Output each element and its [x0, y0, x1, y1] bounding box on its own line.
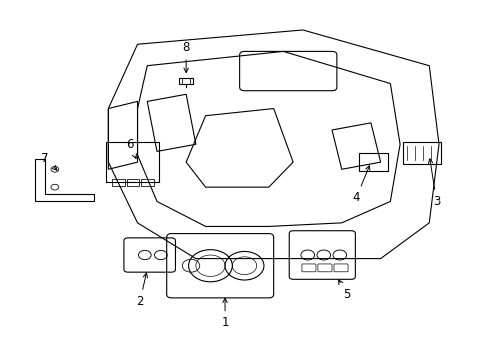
Text: 6: 6	[126, 138, 136, 158]
Text: 8: 8	[182, 41, 189, 72]
Text: 3: 3	[427, 159, 439, 208]
Text: 4: 4	[352, 166, 369, 204]
Text: 1: 1	[221, 298, 228, 329]
Text: 2: 2	[136, 273, 147, 308]
Text: 7: 7	[41, 152, 57, 170]
Text: 5: 5	[338, 280, 349, 301]
